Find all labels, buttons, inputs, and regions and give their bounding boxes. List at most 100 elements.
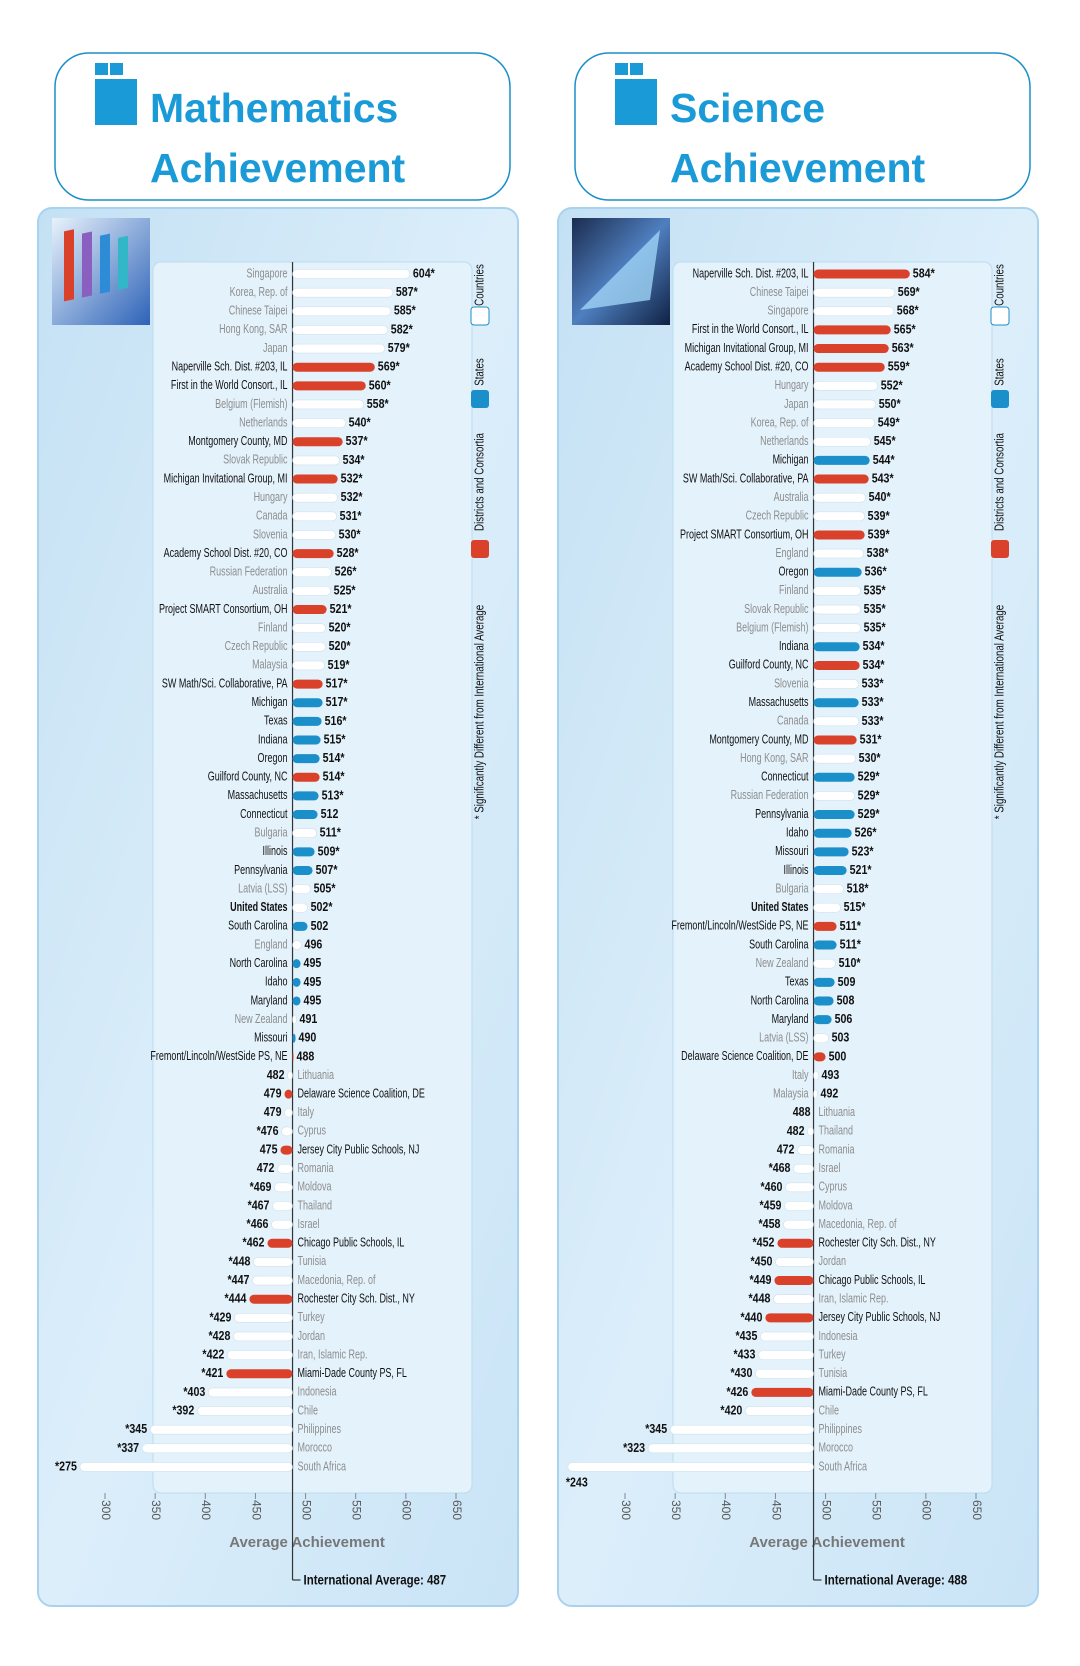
bar (292, 735, 321, 745)
value-label: *476 (257, 1123, 279, 1138)
bar (813, 679, 859, 689)
category-label: SW Math/Sci. Collaborative, PA (683, 472, 809, 486)
bar (141, 1443, 293, 1454)
bar (292, 399, 365, 410)
value-label: *448 (229, 1253, 251, 1268)
legend-label: Countries (993, 264, 1006, 306)
category-label: Pennsylvania (234, 863, 288, 877)
bar (813, 1033, 829, 1044)
category-label: Texas (264, 714, 288, 728)
value-label: 500 (829, 1048, 847, 1063)
category-label: South Africa (298, 1460, 347, 1474)
bar (284, 1108, 293, 1118)
x-tick-label: 500 (299, 1500, 313, 1520)
bar (813, 455, 870, 465)
value-label: *450 (751, 1253, 773, 1268)
category-label: Missouri (254, 1031, 287, 1045)
bar (79, 1462, 293, 1472)
bar (813, 884, 844, 894)
x-tick-label: 300 (99, 1500, 113, 1520)
bar (813, 865, 847, 875)
category-label: Moldova (819, 1199, 854, 1213)
value-label: 505* (314, 881, 336, 896)
bar (813, 362, 885, 372)
category-label: Israel (298, 1218, 320, 1232)
value-label: 509 (838, 974, 856, 989)
bar (292, 362, 375, 372)
value-label: 503 (832, 1030, 850, 1045)
bar (813, 344, 889, 354)
value-label: 550* (879, 396, 901, 411)
category-label: Hong Kong, SAR (219, 323, 288, 337)
value-label: 558* (367, 396, 389, 411)
value-label: 569* (898, 284, 920, 299)
value-label: 569* (378, 359, 400, 374)
value-label: 531* (340, 508, 362, 523)
value-label: 482 (267, 1067, 285, 1082)
bar (292, 641, 326, 652)
bar (272, 1201, 293, 1211)
bar (784, 1201, 814, 1211)
category-label: Rochester City Sch. Dist., NY (819, 1236, 937, 1250)
value-label: 563* (892, 340, 914, 355)
bar (292, 940, 302, 950)
value-label: 521* (850, 862, 872, 877)
category-label: Naperville Sch. Dist. #203, IL (693, 267, 809, 281)
x-tick-label: 300 (619, 1500, 633, 1520)
bar (292, 660, 325, 671)
bar (267, 1238, 293, 1248)
value-label: 517* (326, 694, 348, 709)
bar (813, 381, 879, 391)
category-label: Moldova (298, 1180, 333, 1194)
category-label: Montgomery County, MD (709, 733, 808, 747)
bar (292, 549, 334, 559)
value-label: 535* (864, 601, 886, 616)
category-label: Indiana (258, 733, 288, 747)
category-label: Missouri (775, 845, 808, 859)
bar (292, 1052, 294, 1062)
value-label: 534* (863, 638, 885, 653)
category-label: First in the World Consort., IL (171, 379, 288, 393)
bar (813, 325, 891, 335)
category-label: Chicago Public Schools, IL (298, 1236, 405, 1250)
x-tick-label: 350 (669, 1500, 683, 1520)
bar (271, 1219, 293, 1230)
value-label: 479 (264, 1086, 282, 1101)
category-label: Guilford County, NC (208, 770, 288, 784)
bar (292, 754, 320, 764)
value-label: *452 (753, 1235, 775, 1250)
icon-square (630, 63, 643, 75)
bar (773, 1294, 814, 1304)
category-label: Oregon (258, 752, 288, 766)
bar (292, 325, 389, 335)
value-label: *323 (623, 1440, 645, 1455)
value-label: 584* (913, 265, 935, 280)
category-label: Jordan (819, 1255, 846, 1269)
legend-note: * Significantly Different from Internati… (993, 605, 1006, 819)
category-label: Slovenia (253, 528, 288, 542)
value-label: 536* (865, 564, 887, 579)
category-label: Michigan Invitational Group, MI (164, 472, 288, 486)
category-label: Slovak Republic (744, 602, 809, 616)
category-label: Morocco (298, 1441, 332, 1455)
bar (249, 1294, 293, 1304)
category-label: Morocco (819, 1441, 853, 1455)
category-label: Jersey City Public Schools, NJ (819, 1311, 941, 1325)
value-label: 568* (897, 303, 919, 318)
category-label: Malaysia (773, 1087, 809, 1101)
value-label: 526* (855, 825, 877, 840)
bar (647, 1443, 814, 1454)
bar (567, 1462, 814, 1472)
bar (253, 1257, 293, 1267)
category-label: Michigan (773, 453, 809, 467)
value-label: *430 (730, 1365, 752, 1380)
bar (813, 716, 859, 727)
bar (813, 548, 864, 559)
category-label: Maryland (772, 1013, 809, 1027)
category-label: Naperville Sch. Dist. #203, IL (172, 360, 288, 374)
value-label: 479 (264, 1104, 282, 1119)
bar (287, 1070, 293, 1081)
category-label: Netherlands (239, 416, 288, 430)
bar (813, 735, 857, 745)
value-label: 533* (862, 694, 884, 709)
